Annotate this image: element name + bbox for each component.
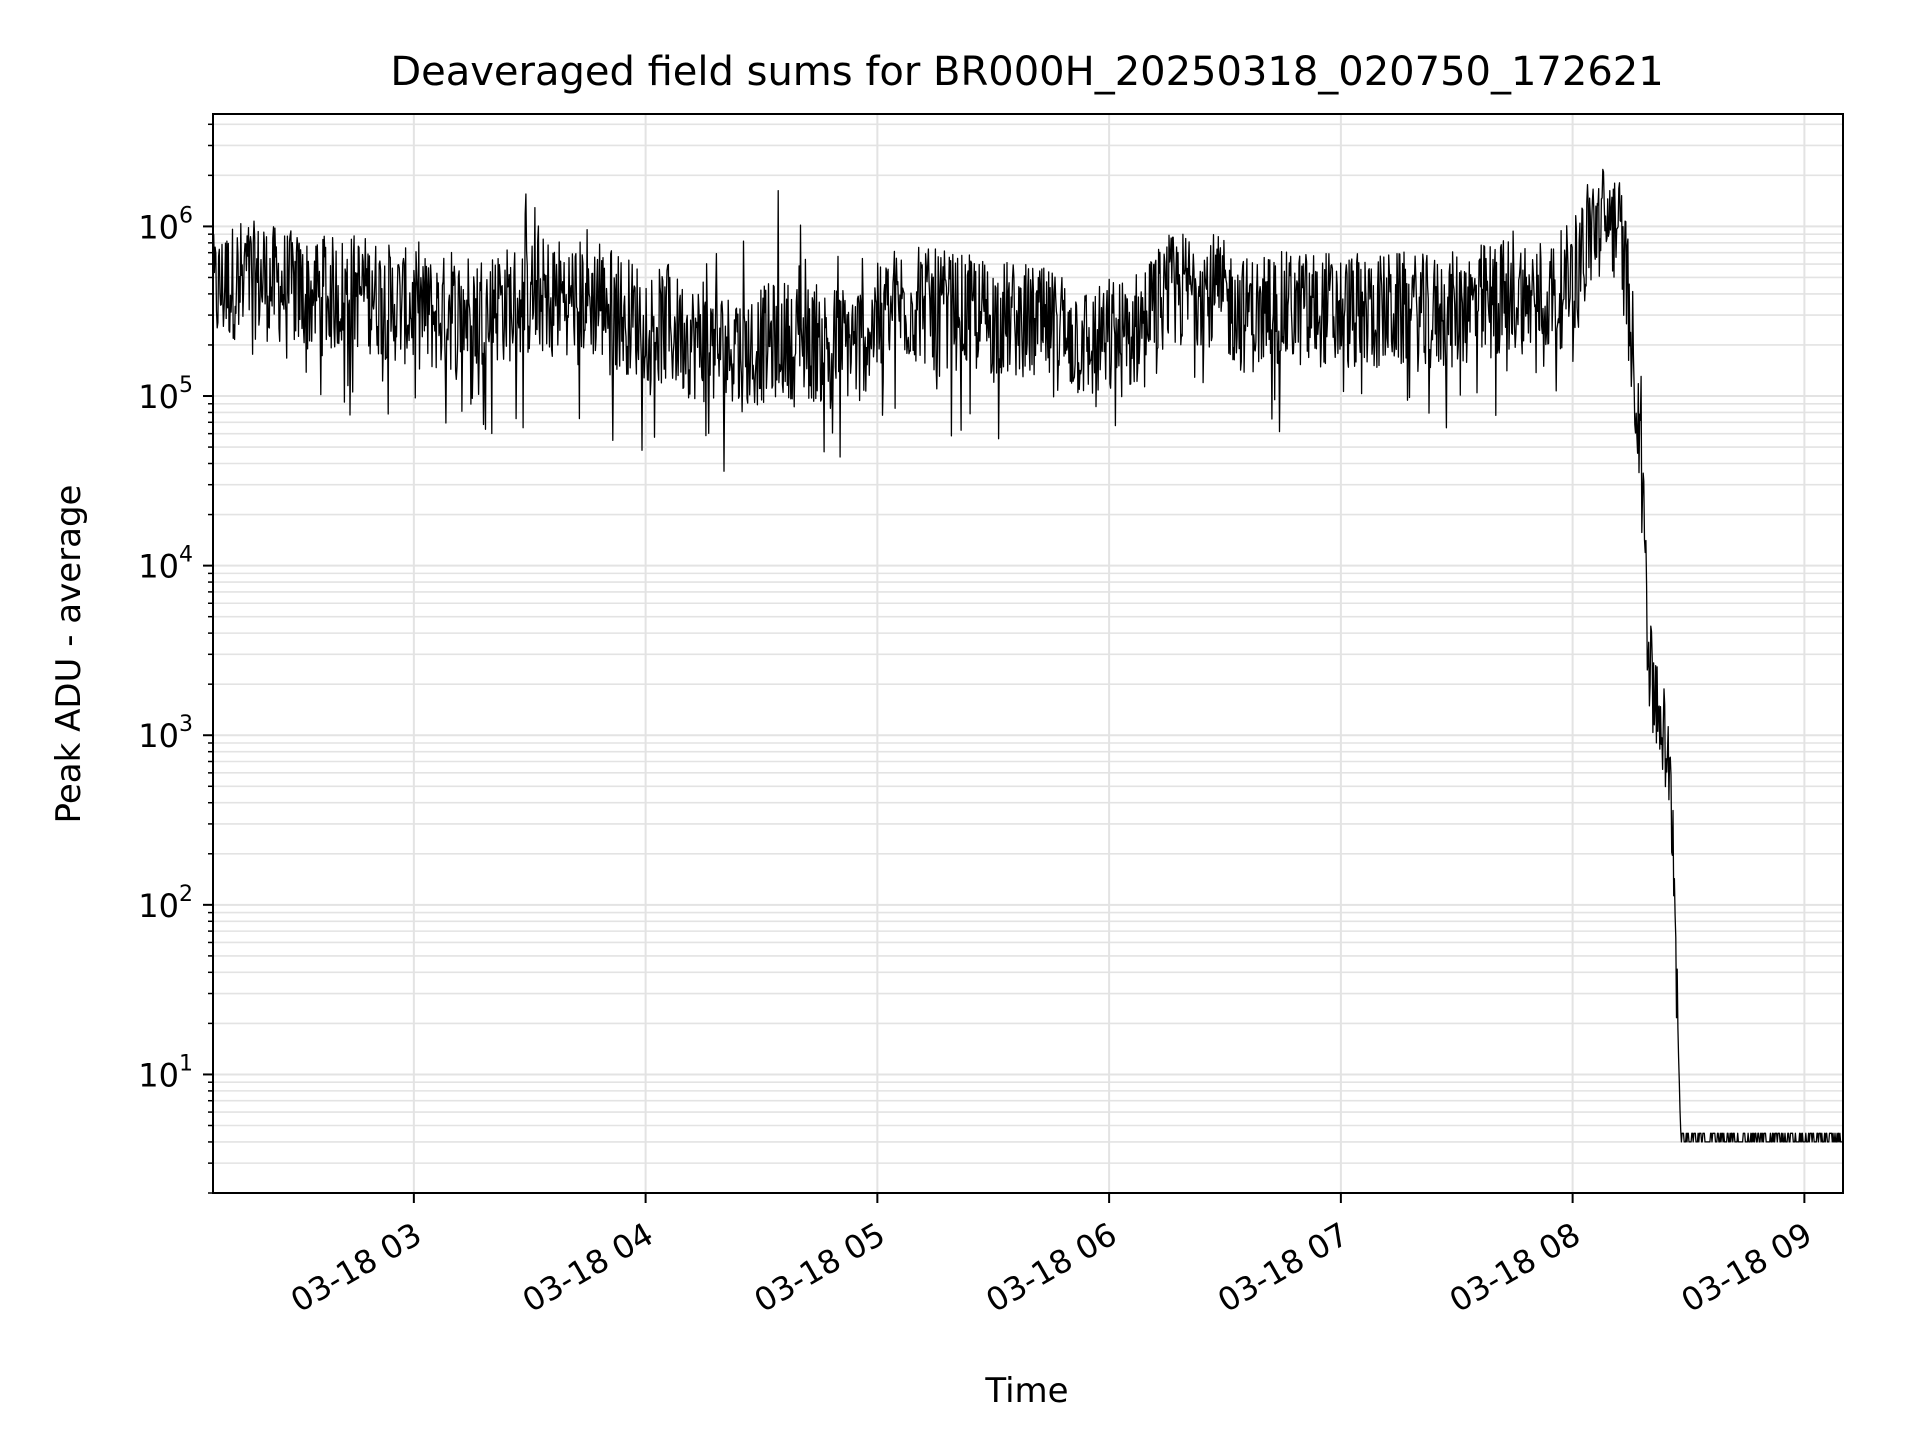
y-tick-label: 102 bbox=[138, 882, 193, 925]
y-tick-label: 104 bbox=[138, 543, 193, 586]
x-tick-label: 03-18 05 bbox=[748, 1215, 892, 1320]
chart-title: Deaveraged field sums for BR000H_2025031… bbox=[390, 49, 1663, 95]
x-tick-label: 03-18 08 bbox=[1443, 1215, 1587, 1320]
x-tick-label: 03-18 07 bbox=[1211, 1215, 1355, 1320]
y-tick-label: 103 bbox=[138, 712, 193, 755]
x-tick-label: 03-18 06 bbox=[980, 1215, 1124, 1320]
y-axis: 101 102 103 104 105 106 bbox=[138, 123, 213, 1194]
y-tick-label: 101 bbox=[138, 1051, 193, 1094]
x-axis: 03-18 03 03-18 04 03-18 05 03-18 06 03-18 07… bbox=[284, 1193, 1818, 1320]
y-tick-label: 105 bbox=[138, 373, 193, 416]
y-tick-label: 106 bbox=[138, 203, 193, 246]
x-tick-label: 03-18 09 bbox=[1675, 1215, 1819, 1320]
series-line bbox=[212, 168, 1843, 1143]
plot-frame bbox=[212, 113, 1844, 1194]
x-tick-label: 03-18 03 bbox=[284, 1215, 428, 1320]
series-layer bbox=[212, 168, 1843, 1143]
x-axis-label: Time bbox=[984, 1371, 1068, 1411]
x-tick-label: 03-18 04 bbox=[516, 1215, 660, 1320]
y-axis-label: Peak ADU - average bbox=[49, 485, 89, 824]
